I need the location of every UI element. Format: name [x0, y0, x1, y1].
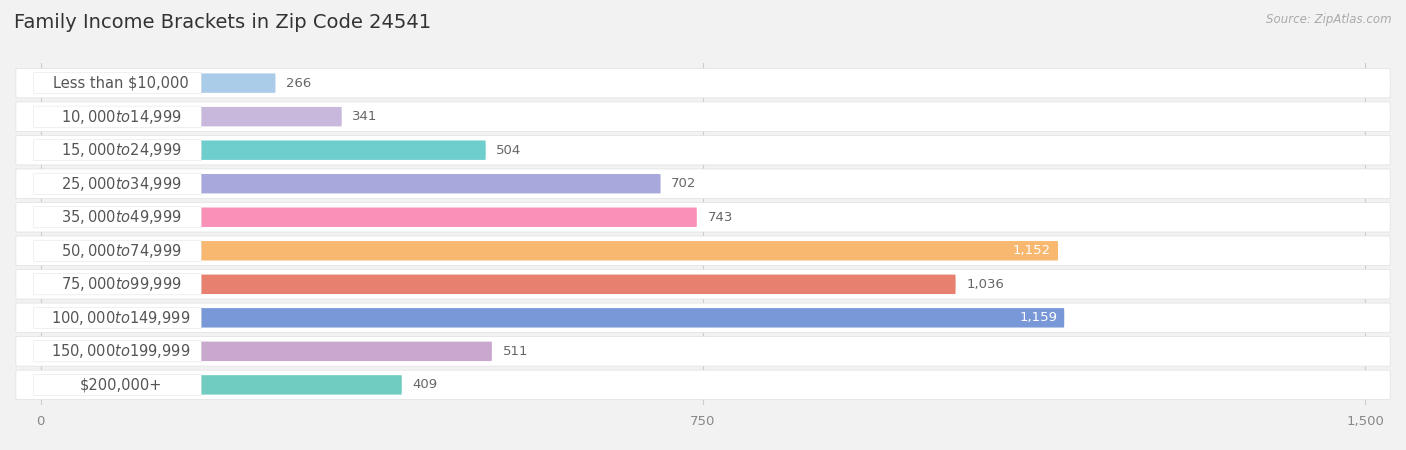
- Text: 1,159: 1,159: [1019, 311, 1057, 324]
- Text: 743: 743: [707, 211, 733, 224]
- FancyBboxPatch shape: [15, 68, 1391, 98]
- Text: $15,000 to $24,999: $15,000 to $24,999: [60, 141, 181, 159]
- Text: 511: 511: [502, 345, 529, 358]
- FancyBboxPatch shape: [15, 102, 1391, 131]
- Text: $150,000 to $199,999: $150,000 to $199,999: [51, 342, 191, 360]
- FancyBboxPatch shape: [15, 370, 1391, 400]
- FancyBboxPatch shape: [34, 140, 201, 161]
- Text: Source: ZipAtlas.com: Source: ZipAtlas.com: [1267, 14, 1392, 27]
- FancyBboxPatch shape: [34, 307, 201, 328]
- FancyBboxPatch shape: [15, 270, 1391, 299]
- Text: $10,000 to $14,999: $10,000 to $14,999: [60, 108, 181, 126]
- FancyBboxPatch shape: [34, 274, 201, 295]
- Text: $200,000+: $200,000+: [80, 378, 162, 392]
- Text: $100,000 to $149,999: $100,000 to $149,999: [51, 309, 191, 327]
- Text: 504: 504: [496, 144, 522, 157]
- FancyBboxPatch shape: [41, 174, 661, 194]
- FancyBboxPatch shape: [15, 202, 1391, 232]
- FancyBboxPatch shape: [34, 106, 201, 127]
- FancyBboxPatch shape: [41, 73, 276, 93]
- Text: Less than $10,000: Less than $10,000: [53, 76, 188, 90]
- FancyBboxPatch shape: [41, 241, 1059, 261]
- FancyBboxPatch shape: [15, 236, 1391, 266]
- FancyBboxPatch shape: [34, 207, 201, 228]
- FancyBboxPatch shape: [41, 107, 342, 126]
- Text: 341: 341: [353, 110, 378, 123]
- FancyBboxPatch shape: [15, 337, 1391, 366]
- FancyBboxPatch shape: [41, 207, 697, 227]
- FancyBboxPatch shape: [15, 169, 1391, 198]
- FancyBboxPatch shape: [34, 240, 201, 261]
- FancyBboxPatch shape: [41, 342, 492, 361]
- Text: 702: 702: [671, 177, 696, 190]
- Text: $35,000 to $49,999: $35,000 to $49,999: [60, 208, 181, 226]
- FancyBboxPatch shape: [34, 341, 201, 362]
- Text: $25,000 to $34,999: $25,000 to $34,999: [60, 175, 181, 193]
- Text: 266: 266: [285, 76, 311, 90]
- Text: 409: 409: [412, 378, 437, 392]
- FancyBboxPatch shape: [15, 135, 1391, 165]
- Text: 1,152: 1,152: [1012, 244, 1052, 257]
- FancyBboxPatch shape: [15, 303, 1391, 333]
- Text: $75,000 to $99,999: $75,000 to $99,999: [60, 275, 181, 293]
- Text: 1,036: 1,036: [966, 278, 1004, 291]
- FancyBboxPatch shape: [41, 274, 956, 294]
- Text: Family Income Brackets in Zip Code 24541: Family Income Brackets in Zip Code 24541: [14, 14, 432, 32]
- FancyBboxPatch shape: [34, 374, 201, 396]
- FancyBboxPatch shape: [34, 72, 201, 94]
- FancyBboxPatch shape: [34, 173, 201, 194]
- Text: $50,000 to $74,999: $50,000 to $74,999: [60, 242, 181, 260]
- FancyBboxPatch shape: [41, 140, 485, 160]
- FancyBboxPatch shape: [41, 308, 1064, 328]
- FancyBboxPatch shape: [41, 375, 402, 395]
